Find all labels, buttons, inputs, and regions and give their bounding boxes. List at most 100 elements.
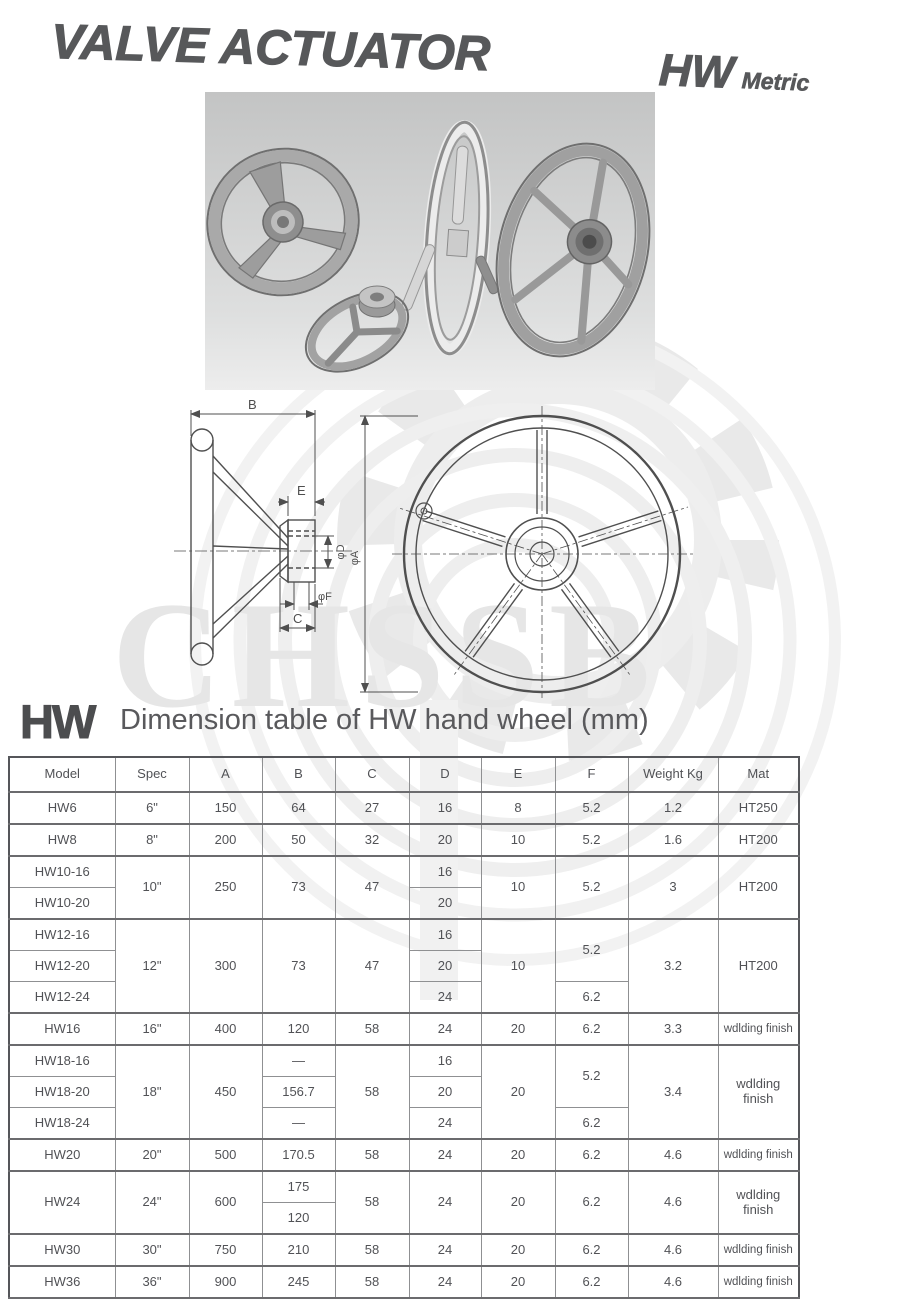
table-cell: 175 — [261, 1170, 336, 1203]
table-cell: 20 — [480, 1044, 556, 1140]
table-cell: wdlding finish — [717, 1044, 800, 1140]
table-cell: 5.2 — [554, 1044, 629, 1108]
table-cell: HW12-20 — [8, 950, 116, 982]
table-cell: 58 — [334, 1233, 410, 1267]
table-cell: 73 — [261, 855, 336, 920]
column-header: C — [334, 756, 410, 793]
handwheel-small-photo — [304, 285, 410, 373]
column-header: Mat — [717, 756, 800, 793]
table-cell: 10 — [480, 918, 556, 1014]
table-row: HW8 8" 200 50 32 20 10 5.2 1.6 HT200 — [8, 823, 800, 857]
table-row: HW6 6" 150 64 27 16 8 5.2 1.2 HT250 — [8, 791, 800, 825]
table-cell: 5.2 — [554, 918, 629, 982]
table-cell: HT200 — [717, 823, 800, 857]
table-cell: HW20 — [8, 1138, 116, 1172]
table-row: HW12-16 12" 300 73 47 16 10 5.2 3.2 HT200 — [8, 918, 800, 1014]
table-cell: 5.2 — [554, 855, 629, 920]
table-cell: 1.6 — [627, 823, 719, 857]
table-cell: HW10-20 — [8, 887, 116, 920]
table-cell: 300 — [188, 918, 263, 1014]
table-cell: 16" — [114, 1012, 190, 1046]
table-cell: 5.2 — [554, 823, 629, 857]
table-cell: 16 — [408, 1044, 482, 1077]
table-cell: HT250 — [717, 791, 800, 825]
table-cell: HW30 — [8, 1233, 116, 1267]
table-cell: 50 — [261, 823, 336, 857]
table-row: HW12-24 24 6.2 — [8, 981, 799, 1014]
table-cell: 4.6 — [627, 1170, 719, 1235]
handwheel-edge-photo — [401, 120, 499, 356]
table-cell: 20 — [408, 1076, 482, 1108]
table-cell: 10 — [480, 855, 556, 920]
header-row: Model Spec A B C D E F Weight Kg Mat — [8, 756, 800, 793]
table-cell: 64 — [261, 791, 336, 825]
table-cell: 47 — [334, 918, 410, 1014]
table-cell: 1.2 — [627, 791, 719, 825]
table-cell: 6.2 — [554, 1138, 629, 1172]
table-cell: 4.6 — [627, 1138, 719, 1172]
handwheel-3spoke-photo — [206, 147, 360, 297]
table-cell: 20 — [408, 887, 482, 920]
table-cell: 6.2 — [554, 1233, 629, 1267]
table-cell: 6.2 — [554, 1170, 629, 1235]
column-header: E — [480, 756, 556, 793]
table-cell: HT200 — [717, 855, 800, 920]
table-row: HW18-24 — 24 6.2 — [8, 1107, 799, 1140]
table-cell: wdlding finish — [717, 1138, 800, 1172]
table-cell: 24 — [408, 981, 482, 1014]
table-cell: 500 — [188, 1138, 263, 1172]
table-cell: 8" — [114, 823, 190, 857]
table-cell: 58 — [334, 1138, 410, 1172]
table-cell: 170.5 — [261, 1138, 336, 1172]
table-row: HW12-20 20 — [8, 950, 799, 982]
brand-block: HW Metric — [658, 43, 811, 102]
table-cell: HW12-16 — [8, 918, 116, 951]
table-cell: HW36 — [8, 1265, 116, 1299]
table-cell: 245 — [261, 1265, 336, 1299]
table-cell: 10 — [480, 823, 556, 857]
dim-label-a: φA — [349, 550, 361, 565]
table-cell: 20 — [408, 950, 482, 982]
table-cell: HW18-20 — [8, 1076, 116, 1108]
dim-label-f: φF — [318, 591, 332, 603]
table-cell: HW24 — [8, 1170, 116, 1235]
section-title: Dimension table of HW hand wheel (mm) — [120, 704, 649, 736]
table-cell: 3.4 — [627, 1044, 719, 1140]
table-cell: HW8 — [8, 823, 116, 857]
dimension-drawing: B E φD φF C φA — [174, 397, 695, 698]
table-cell: HW12-24 — [8, 981, 116, 1014]
column-header: D — [408, 756, 482, 793]
handwheel-5spoke-photo — [495, 142, 651, 358]
product-photo — [205, 92, 655, 390]
table-cell: 24 — [408, 1170, 482, 1235]
table-cell: 16 — [408, 918, 482, 951]
column-header: F — [554, 756, 629, 793]
table-cell: 150 — [188, 791, 263, 825]
table-cell: 58 — [334, 1170, 410, 1235]
table-cell: 3.2 — [627, 918, 719, 1014]
table-cell: 24 — [408, 1233, 482, 1267]
table-cell: 27 — [334, 791, 410, 825]
table-cell: 12" — [114, 918, 190, 1014]
table-cell: 450 — [188, 1044, 263, 1140]
table-row: HW36 36" 900 245 58 24 20 6.2 4.6 wdlding finish — [8, 1265, 800, 1299]
table-cell: 600 — [188, 1170, 263, 1235]
table-cell: 10" — [114, 855, 190, 920]
table-cell: HW18-16 — [8, 1044, 116, 1077]
column-header: B — [261, 756, 336, 793]
dim-label-d: φD — [335, 544, 347, 559]
table-cell: wdlding finish — [717, 1233, 800, 1267]
table-cell: wdlding finish — [717, 1012, 800, 1046]
table-cell: 120 — [261, 1202, 336, 1235]
table-cell: 73 — [261, 918, 336, 1014]
table-cell: 18" — [114, 1044, 190, 1140]
table-cell: 20 — [480, 1170, 556, 1235]
table-head: Model Spec A B C D E F Weight Kg Mat — [8, 756, 800, 793]
table-cell: 20 — [480, 1265, 556, 1299]
table-cell: 210 — [261, 1233, 336, 1267]
table-cell: 6.2 — [554, 1265, 629, 1299]
column-header: Model — [8, 756, 116, 793]
table-cell: 750 — [188, 1233, 263, 1267]
table-cell: wdlding finish — [717, 1170, 800, 1235]
table-cell: 20" — [114, 1138, 190, 1172]
